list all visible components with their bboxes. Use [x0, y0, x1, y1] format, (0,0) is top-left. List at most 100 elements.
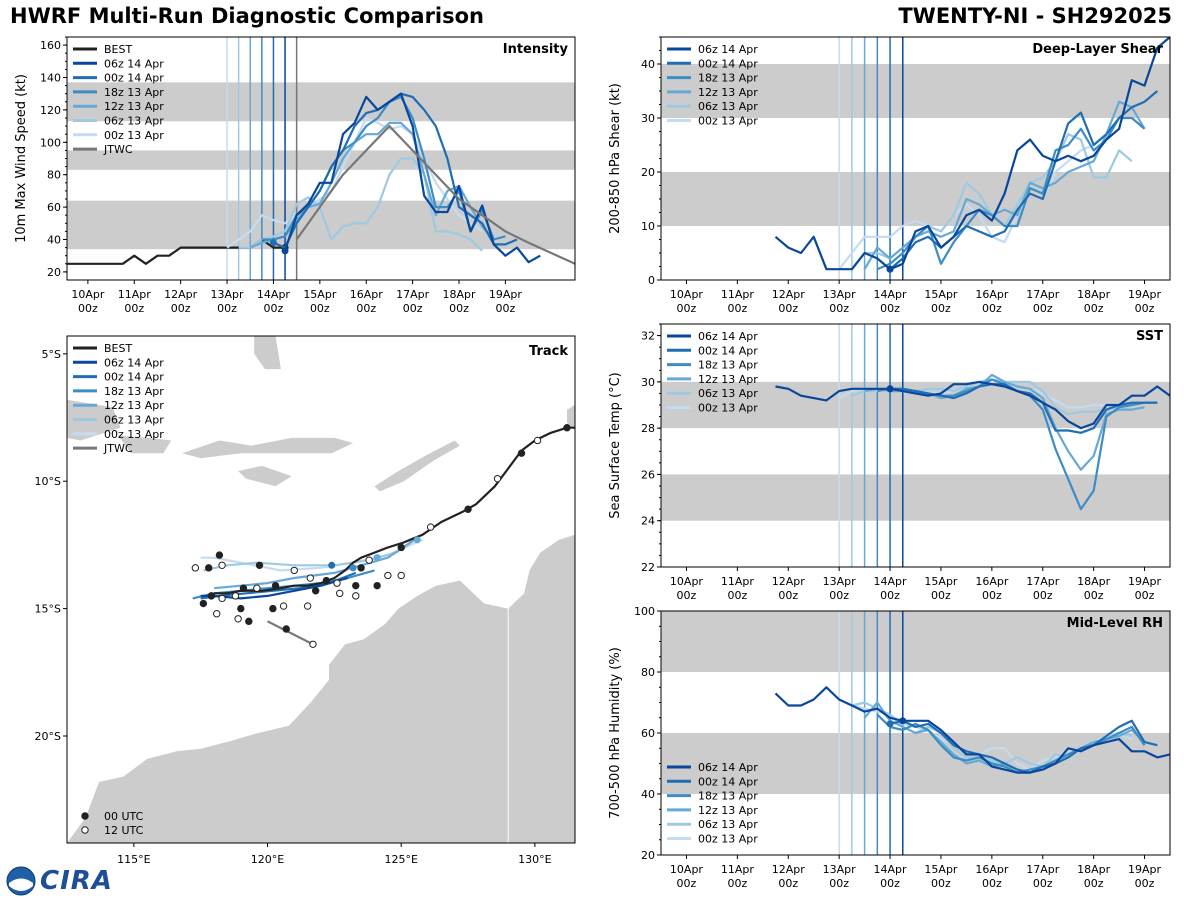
- rh-xtick-label: 10Apr: [670, 863, 704, 876]
- rh-xtick-label: 00z: [778, 877, 798, 890]
- shear-panel: 01020304010Apr00z11Apr00z12Apr00z13Apr00…: [608, 36, 1171, 315]
- track-run-point: [413, 536, 421, 544]
- shear-ytick-label: 30: [641, 112, 655, 125]
- rh-legend-label: 06z 14 Apr: [698, 761, 758, 774]
- intensity-legend-label: 06z 14 Apr: [104, 57, 164, 70]
- rh-xtick-label: 19Apr: [1128, 863, 1162, 876]
- sst-band-1: [661, 381, 1170, 429]
- track-best-point: [282, 625, 290, 633]
- intensity-xtick-label: 14Apr: [257, 288, 291, 301]
- intensity-series-group: [67, 92, 575, 265]
- sst-panel: 22242628303210Apr00z11Apr00z12Apr00z13Ap…: [608, 323, 1171, 602]
- sst-series-group: [775, 373, 1170, 511]
- rh-xtick-label: 00z: [677, 877, 697, 890]
- intensity-series-06z-13-apr: [238, 157, 483, 252]
- track-best-point: [213, 610, 221, 618]
- track-best-point: [309, 640, 317, 648]
- track-ytick-label: 10°S: [35, 475, 61, 488]
- sst-xtick-label: 16Apr: [975, 575, 1009, 588]
- sst-xtick-label: 11Apr: [721, 575, 755, 588]
- intensity-panel: 2040608010012014016010Apr00z11Apr00z12Ap…: [14, 36, 576, 315]
- rh-ytick-label: 60: [641, 727, 655, 740]
- rh-panel: 2040608010010Apr00z11Apr00z12Apr00z13Apr…: [608, 605, 1171, 890]
- shear-xtick-label: 10Apr: [670, 288, 704, 301]
- shear-xtick-label: 19Apr: [1128, 288, 1162, 301]
- shear-xtick-label: 00z: [880, 302, 900, 315]
- rh-legend-label: 12z 13 Apr: [698, 804, 758, 817]
- rh-ylabel: 700-500 hPa Humidity (%): [608, 647, 623, 819]
- track-axes-frame: [66, 335, 576, 844]
- track-best-point: [231, 592, 240, 600]
- shear-xtick-label: 15Apr: [924, 288, 958, 301]
- track-best-point: [357, 564, 365, 572]
- sulawesi-land: [254, 336, 281, 370]
- rh-series-06z-14-apr: [774, 686, 1170, 774]
- shear-band-1: [661, 64, 1170, 118]
- sst-legend-label: 06z 14 Apr: [698, 330, 758, 343]
- track-best-point: [517, 449, 526, 457]
- rh-xtick-label: 12Apr: [772, 863, 806, 876]
- track-legend-label: 00z 14 Apr: [104, 371, 164, 384]
- track-best-point: [333, 579, 341, 587]
- intensity-xtick-label: 00z: [310, 302, 330, 315]
- sst-ytick-label: 32: [641, 330, 655, 343]
- track-marker-legend-symbol: [81, 812, 89, 820]
- rh-xtick-label: 00z: [931, 877, 951, 890]
- rh-series-group: [774, 686, 1170, 774]
- rh-xtick-label: 18Apr: [1077, 863, 1111, 876]
- shear-xtick-label: 16Apr: [975, 288, 1009, 301]
- track-run-point: [328, 561, 336, 569]
- intensity-xtick-label: 11Apr: [118, 288, 152, 301]
- shear-legend-label: 00z 14 Apr: [698, 57, 758, 70]
- shear-legend-label: 06z 14 Apr: [698, 43, 758, 56]
- rh-ytick-label: 20: [641, 849, 655, 862]
- sst-xtick-label: 15Apr: [924, 575, 958, 588]
- shear-ytick-label: 10: [641, 220, 655, 233]
- shear-xtick-label: 18Apr: [1077, 288, 1111, 301]
- track-best-point: [207, 592, 216, 600]
- track-legend-label: 06z 14 Apr: [104, 356, 164, 369]
- intensity-ytick-label: 20: [47, 266, 61, 279]
- sst-xtick-label: 00z: [1135, 589, 1155, 602]
- intensity-xtick-label: 00z: [78, 302, 98, 315]
- sst-xtick-label: 00z: [677, 589, 697, 602]
- track-xtick-label: 130°E: [518, 853, 551, 866]
- noaa-logo-icon: [6, 866, 36, 896]
- sst-ytick-label: 24: [641, 515, 655, 528]
- track-best-point: [218, 594, 226, 603]
- rh-band-1: [661, 611, 1170, 672]
- intensity-band-1: [67, 150, 575, 170]
- track-best-point: [215, 551, 224, 559]
- sst-legend-label: 00z 14 Apr: [698, 344, 758, 357]
- track-best-point: [191, 564, 200, 572]
- intensity-xtick-label: 00z: [356, 302, 376, 315]
- sst-xtick-label: 00z: [982, 589, 1002, 602]
- shear-xtick-label: 00z: [677, 302, 697, 315]
- page-title: HWRF Multi-Run Diagnostic Comparison: [10, 4, 485, 28]
- sumba-land: [238, 465, 292, 487]
- sst-xtick-label: 00z: [778, 589, 798, 602]
- track-ytick-label: 15°S: [35, 603, 61, 616]
- track-run-point: [373, 554, 381, 562]
- track-legend-label: JTWC: [103, 442, 133, 455]
- track-jtwc: [267, 620, 314, 646]
- shear-xtick-label: 13Apr: [823, 288, 857, 301]
- sst-xtick-label: 18Apr: [1077, 575, 1111, 588]
- shear-series-00z-14-apr: [889, 90, 1159, 271]
- intensity-xtick-label: 18Apr: [443, 288, 477, 301]
- track-marker-legend-label: 00 UTC: [104, 810, 144, 823]
- intensity-legend-label: 00z 13 Apr: [104, 129, 164, 142]
- rh-xtick-label: 14Apr: [874, 863, 908, 876]
- sst-ytick-label: 30: [641, 376, 655, 389]
- track-best-point: [322, 576, 331, 585]
- track-best-point: [237, 604, 245, 613]
- rh-series-00z-14-apr: [889, 719, 1158, 774]
- intensity-series-06z-14-apr: [283, 92, 541, 264]
- track-best-point: [306, 574, 315, 582]
- rh-xtick-label: 00z: [1033, 877, 1053, 890]
- rh-xtick-label: 00z: [1084, 877, 1104, 890]
- sst-xtick-label: 00z: [727, 589, 747, 602]
- track-best-point: [352, 581, 360, 590]
- rh-xtick-label: 00z: [880, 877, 900, 890]
- track-marker-legend-symbol: [81, 826, 89, 834]
